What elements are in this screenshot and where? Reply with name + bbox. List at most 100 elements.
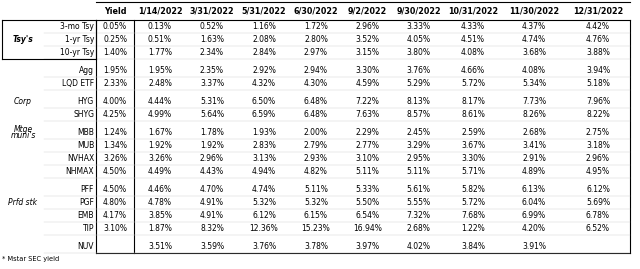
Text: 8.17%: 8.17%	[461, 97, 485, 106]
Text: 5.71%: 5.71%	[461, 167, 485, 176]
Text: 8.26%: 8.26%	[522, 110, 546, 119]
Text: 3.30%: 3.30%	[461, 154, 485, 163]
Text: 3.26%: 3.26%	[103, 154, 127, 163]
Text: 6.15%: 6.15%	[304, 211, 328, 220]
Text: 0.25%: 0.25%	[103, 35, 127, 44]
Text: muni's: muni's	[10, 132, 36, 140]
Text: 2.96%: 2.96%	[200, 154, 224, 163]
Text: 1.95%: 1.95%	[148, 66, 172, 75]
Text: 3.97%: 3.97%	[355, 242, 380, 251]
Text: 4.50%: 4.50%	[103, 185, 127, 194]
Text: 0.51%: 0.51%	[148, 35, 172, 44]
Text: 5.29%: 5.29%	[406, 79, 431, 88]
Text: NHMAX: NHMAX	[65, 167, 94, 176]
Text: 4.05%: 4.05%	[406, 35, 431, 44]
Text: 3/31/2022: 3/31/2022	[189, 6, 234, 16]
Text: 3.33%: 3.33%	[406, 22, 431, 31]
Text: 4.95%: 4.95%	[586, 167, 610, 176]
Text: 7.68%: 7.68%	[461, 211, 485, 220]
Text: Tsy's: Tsy's	[13, 35, 33, 44]
Text: 5.11%: 5.11%	[406, 167, 431, 176]
Text: 4.02%: 4.02%	[406, 242, 431, 251]
Text: 5.72%: 5.72%	[461, 198, 485, 207]
Text: 2.96%: 2.96%	[586, 154, 610, 163]
Text: 1.67%: 1.67%	[148, 128, 172, 137]
Text: 3.76%: 3.76%	[252, 242, 276, 251]
Text: 3.10%: 3.10%	[103, 224, 127, 233]
Text: 6.04%: 6.04%	[522, 198, 546, 207]
Text: 1.72%: 1.72%	[304, 22, 328, 31]
Text: 3-mo Tsy: 3-mo Tsy	[60, 22, 94, 31]
Text: 4.49%: 4.49%	[148, 167, 172, 176]
Text: NVHAX: NVHAX	[67, 154, 94, 163]
Text: 2.77%: 2.77%	[355, 141, 380, 150]
Text: 6.54%: 6.54%	[355, 211, 380, 220]
Text: 3.59%: 3.59%	[200, 242, 224, 251]
Text: 3.67%: 3.67%	[461, 141, 485, 150]
Text: 0.52%: 0.52%	[200, 22, 224, 31]
Text: 4.33%: 4.33%	[461, 22, 485, 31]
Text: 6.48%: 6.48%	[304, 110, 328, 119]
Text: 6.99%: 6.99%	[522, 211, 546, 220]
Text: 2.94%: 2.94%	[304, 66, 328, 75]
Text: TIP: TIP	[83, 224, 94, 233]
Text: 4.46%: 4.46%	[148, 185, 172, 194]
Text: 2.95%: 2.95%	[406, 154, 431, 163]
Text: 1.78%: 1.78%	[200, 128, 224, 137]
Text: 2.92%: 2.92%	[252, 66, 276, 75]
Text: Yield: Yield	[104, 6, 126, 16]
Text: 2.08%: 2.08%	[252, 35, 276, 44]
Text: 3.80%: 3.80%	[406, 48, 431, 57]
Text: 0.05%: 0.05%	[103, 22, 127, 31]
Text: 3.51%: 3.51%	[148, 242, 172, 251]
Text: 4.82%: 4.82%	[304, 167, 328, 176]
Text: 2.59%: 2.59%	[461, 128, 485, 137]
Text: 3.68%: 3.68%	[522, 48, 546, 57]
Text: 1.22%: 1.22%	[461, 224, 485, 233]
Text: 6.12%: 6.12%	[586, 185, 610, 194]
Text: HYG: HYG	[77, 97, 94, 106]
Text: 8.22%: 8.22%	[586, 110, 610, 119]
Text: 2.97%: 2.97%	[304, 48, 328, 57]
Text: 2.83%: 2.83%	[252, 141, 276, 150]
Text: 4.78%: 4.78%	[148, 198, 172, 207]
Text: 5.69%: 5.69%	[586, 198, 610, 207]
Text: Agg: Agg	[79, 66, 94, 75]
Text: PGF: PGF	[79, 198, 94, 207]
Text: 3.13%: 3.13%	[252, 154, 276, 163]
Text: 2.48%: 2.48%	[148, 79, 172, 88]
Text: 3.29%: 3.29%	[406, 141, 431, 150]
Text: 4.50%: 4.50%	[103, 167, 127, 176]
Text: 4.74%: 4.74%	[252, 185, 276, 194]
Text: 3.41%: 3.41%	[522, 141, 546, 150]
Text: 10-yr Tsy: 10-yr Tsy	[60, 48, 94, 57]
Text: 7.96%: 7.96%	[586, 97, 610, 106]
Text: 5.64%: 5.64%	[200, 110, 224, 119]
Text: 9/30/2022: 9/30/2022	[396, 6, 441, 16]
Text: 1/14/2022: 1/14/2022	[138, 6, 182, 16]
Text: 6.12%: 6.12%	[252, 211, 276, 220]
Text: 4.20%: 4.20%	[522, 224, 546, 233]
Text: 4.08%: 4.08%	[522, 66, 546, 75]
Text: 1.95%: 1.95%	[103, 66, 127, 75]
Text: 6.50%: 6.50%	[252, 97, 276, 106]
Text: 3.15%: 3.15%	[355, 48, 380, 57]
Text: 5.32%: 5.32%	[252, 198, 276, 207]
Text: 1.87%: 1.87%	[148, 224, 172, 233]
Text: 5.50%: 5.50%	[355, 198, 380, 207]
Text: 8.61%: 8.61%	[461, 110, 485, 119]
Text: 16.94%: 16.94%	[353, 224, 382, 233]
Text: 5.18%: 5.18%	[586, 79, 610, 88]
Text: 4.91%: 4.91%	[200, 198, 224, 207]
Text: 6.52%: 6.52%	[586, 224, 610, 233]
Text: 4.51%: 4.51%	[461, 35, 485, 44]
Text: 5.82%: 5.82%	[461, 185, 485, 194]
Text: 4.37%: 4.37%	[522, 22, 546, 31]
Text: 2.45%: 2.45%	[406, 128, 431, 137]
Text: Corp: Corp	[14, 97, 32, 106]
Text: 5.55%: 5.55%	[406, 198, 431, 207]
Text: PFF: PFF	[81, 185, 94, 194]
Text: 2.34%: 2.34%	[200, 48, 224, 57]
Text: 4.25%: 4.25%	[103, 110, 127, 119]
Text: 4.99%: 4.99%	[148, 110, 172, 119]
